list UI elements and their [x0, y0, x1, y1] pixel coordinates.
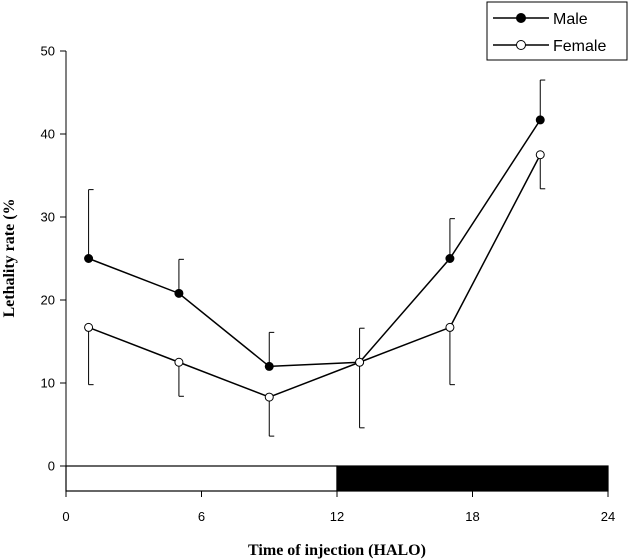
legend: Male Female — [486, 1, 628, 61]
x-tick-label: 18 — [465, 509, 479, 524]
legend-marker — [516, 40, 526, 50]
series-markers — [84, 115, 545, 402]
data-point-male — [445, 254, 455, 263]
data-point-male — [535, 115, 545, 125]
y-tick-label: 30 — [41, 210, 55, 225]
x-axis-title: Time of injection (HALO) — [248, 542, 426, 559]
legend-label: Male — [553, 11, 588, 28]
legend-box — [486, 1, 628, 61]
data-point-male — [264, 361, 274, 371]
light-dark-bar — [65, 465, 609, 492]
series-lines — [88, 119, 541, 398]
error-bars — [88, 79, 546, 437]
data-point-female — [445, 322, 455, 332]
data-point-male — [84, 254, 94, 263]
data-point-female — [264, 392, 274, 402]
series-line-female — [88, 154, 541, 398]
x-tick-label: 12 — [330, 509, 344, 524]
series-line-male — [88, 119, 541, 368]
data-point-female — [84, 322, 94, 332]
data-point-female — [174, 357, 184, 367]
y-tick-label: 0 — [48, 459, 55, 474]
y-tick-label: 20 — [41, 293, 55, 308]
x-tick-label: 0 — [62, 509, 69, 524]
y-tick-label: 50 — [41, 44, 55, 59]
y-axis-title: Lethality rate (% — [1, 198, 18, 317]
y-tick-label: 40 — [41, 127, 55, 142]
x-tick-label: 6 — [198, 509, 205, 524]
data-point-female — [535, 150, 545, 160]
legend-marker — [516, 13, 526, 23]
axes: 0 10 20 30 40 50 0 6 12 18 24 — [41, 44, 616, 525]
dark-period-bar — [336, 465, 609, 492]
x-tick-label: 24 — [601, 509, 615, 524]
light-period-bar — [65, 465, 338, 492]
y-tick-label: 10 — [41, 376, 55, 391]
data-point-male — [174, 288, 184, 298]
legend-label: Female — [553, 38, 606, 55]
data-point-female — [355, 357, 365, 367]
